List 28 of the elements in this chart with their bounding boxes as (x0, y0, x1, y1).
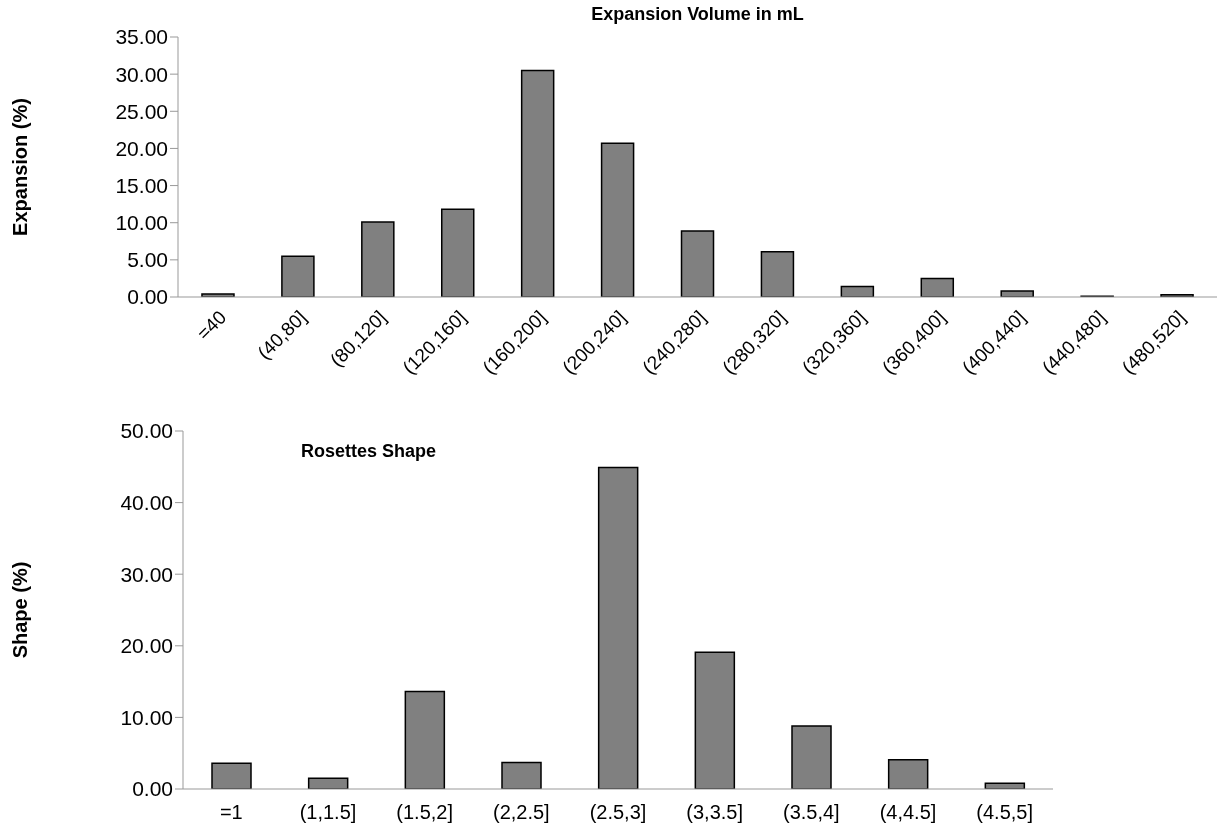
y-tick-label: 30.00 (115, 62, 168, 86)
x-tick-label: (4.5,5] (976, 801, 1034, 824)
y-tick-label: 50.00 (120, 419, 173, 443)
x-tick-label: (2.5,3] (589, 801, 647, 824)
y-tick-label: 15.00 (115, 174, 168, 198)
y-axis-title: Shape (%) (9, 561, 32, 659)
x-tick-label: (1.5,2] (396, 801, 454, 824)
y-tick-label: 25.00 (115, 99, 168, 123)
y-tick-label: 40.00 (120, 491, 173, 515)
chart-title: Expansion Volume in mL (590, 4, 805, 25)
x-tick-label: (3.5,4] (782, 801, 840, 824)
x-tick-label: (2,2.5] (492, 801, 550, 824)
y-tick-label: 35.00 (115, 25, 168, 49)
y-tick-label: 20.00 (120, 634, 173, 658)
x-tick-label: (3,3.5] (686, 801, 744, 824)
y-tick-label: 30.00 (120, 562, 173, 586)
y-tick-label: 5.00 (127, 248, 168, 272)
y-tick-label: 10.00 (115, 211, 168, 235)
y-axis-title: Expansion (%) (9, 98, 32, 236)
y-tick-label: 10.00 (120, 705, 173, 729)
text: Rosettes Shape (301, 441, 437, 462)
x-tick-label: =40 (192, 306, 231, 345)
x-tick-label: (4,4.5] (879, 801, 937, 824)
y-tick-label: 0.00 (127, 285, 168, 309)
y-tick-label: 20.00 (115, 136, 168, 160)
x-tick-label: =1 (219, 801, 243, 824)
x-tick-label: (1,1.5] (299, 801, 357, 824)
y-tick-label: 0.00 (132, 777, 173, 801)
